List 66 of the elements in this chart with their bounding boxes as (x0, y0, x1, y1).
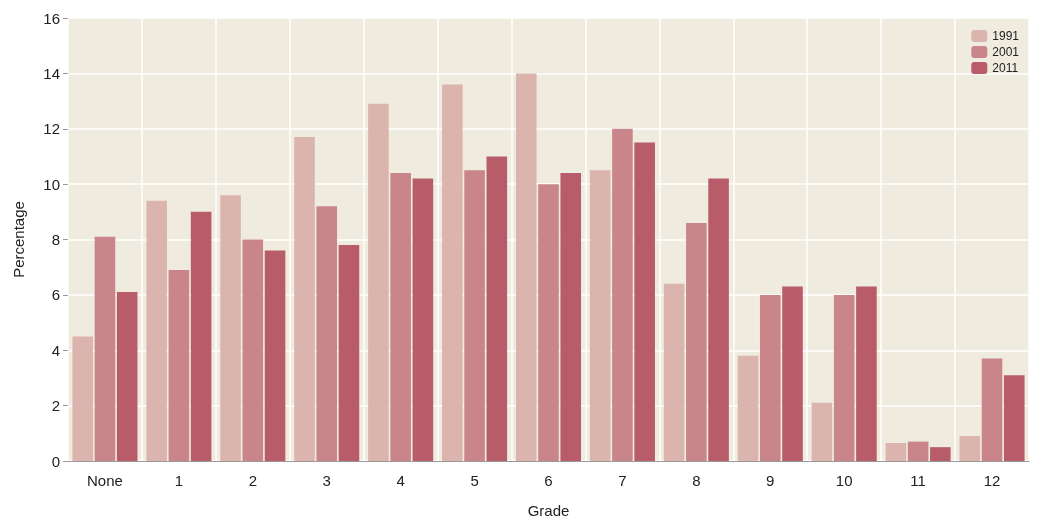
bar (94, 236, 116, 461)
bar (538, 184, 559, 461)
bar (708, 178, 729, 461)
bar (72, 336, 94, 461)
bar (782, 286, 803, 461)
bar (885, 443, 907, 461)
bar (442, 84, 463, 461)
x-tick-label: 6 (544, 472, 553, 489)
legend-label: 2011 (992, 61, 1019, 75)
bar (338, 245, 360, 461)
x-axis-title: Grade (527, 502, 570, 519)
x-tick-label: 12 (983, 472, 1001, 489)
y-axis-title: Percentage (10, 201, 27, 278)
bar (612, 128, 633, 461)
bar (930, 447, 951, 461)
bar (560, 173, 582, 461)
x-tick-label: 3 (322, 472, 331, 489)
x-tick-label: 7 (618, 472, 627, 489)
x-tick-label: 2 (248, 472, 257, 489)
bar (856, 286, 877, 461)
bar (737, 355, 759, 461)
bar (116, 292, 138, 461)
legend-label: 2001 (992, 45, 1020, 59)
y-tick-label: 16 (43, 9, 60, 27)
legend-label: 1991 (992, 29, 1020, 43)
bar (811, 402, 833, 461)
bar (368, 103, 389, 461)
bar (833, 294, 855, 461)
y-tick-label: 12 (43, 120, 60, 138)
bar (634, 142, 655, 461)
bar (959, 436, 981, 461)
bar (412, 178, 434, 461)
bar (1003, 375, 1025, 461)
bar (464, 170, 485, 461)
bar (907, 441, 929, 461)
bar (264, 250, 286, 461)
y-tick-label: 8 (51, 231, 60, 248)
bar (168, 269, 190, 461)
bar (190, 211, 212, 461)
bar (294, 137, 315, 461)
x-tick-label: None (87, 472, 123, 489)
x-tick-label: 5 (470, 472, 479, 489)
y-tick-label: 6 (51, 286, 60, 304)
bar (146, 200, 167, 461)
y-tick-label: 0 (51, 452, 60, 470)
bar (515, 73, 537, 461)
y-tick-label: 4 (51, 341, 60, 359)
x-tick-label: 10 (835, 472, 853, 489)
bar (589, 170, 611, 461)
x-tick-label: 11 (910, 472, 926, 489)
bar (390, 173, 411, 461)
x-tick-label: 1 (174, 472, 184, 489)
bar (981, 358, 1003, 461)
bar (663, 283, 685, 461)
y-tick-label: 2 (51, 397, 60, 415)
bar (220, 195, 241, 461)
x-tick-label: 8 (692, 472, 701, 489)
x-tick-label: 4 (396, 472, 405, 489)
bar (486, 156, 508, 461)
bar (242, 239, 264, 461)
bar (759, 294, 781, 461)
y-tick-label: 10 (43, 175, 60, 193)
y-tick-label: 14 (43, 64, 60, 82)
bar (686, 222, 707, 461)
bar (316, 206, 338, 461)
x-tick-label: 9 (766, 472, 775, 489)
